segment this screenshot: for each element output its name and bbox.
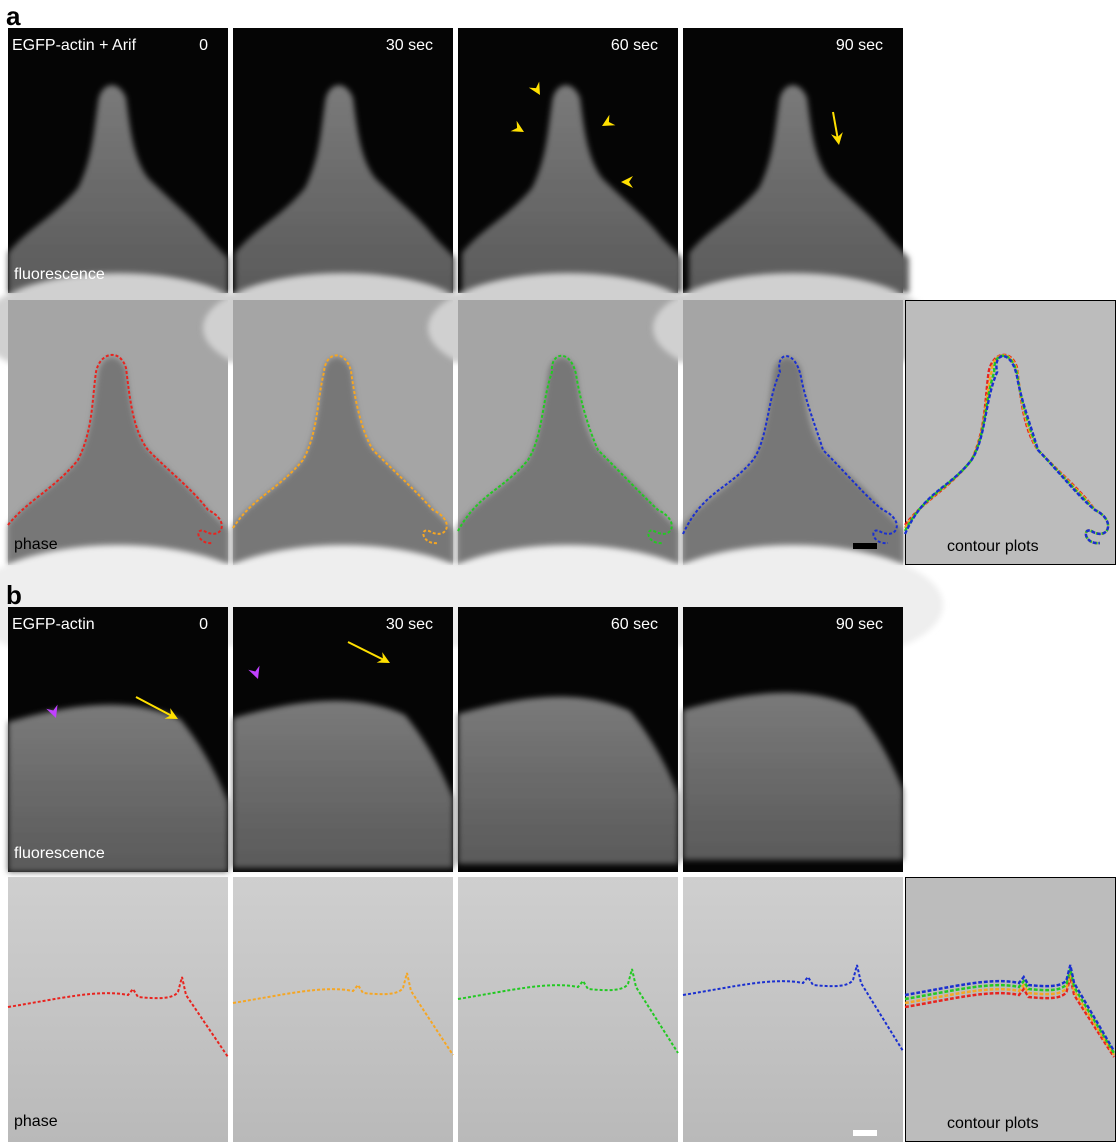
phase-image xyxy=(458,877,678,1142)
channel-label: phase xyxy=(14,536,58,553)
figure: a 0 EGFP-actin + Arif fluorescence phase 30 s… xyxy=(0,0,1116,1142)
time-label: 90 sec xyxy=(836,37,883,54)
time-label: 60 sec xyxy=(611,37,658,54)
plot-background xyxy=(906,301,1116,565)
condition-label: EGFP-actin + Arif xyxy=(12,37,137,54)
contour-plot: contour plots xyxy=(905,301,1116,565)
image-background xyxy=(683,877,903,1142)
plot-label: contour plots xyxy=(947,538,1039,555)
time-label: 60 sec xyxy=(611,616,658,633)
channel-label: phase xyxy=(14,1113,58,1130)
fluorescence-image: 60 sec xyxy=(458,607,678,872)
time-label: 30 sec xyxy=(386,616,433,633)
scale-bar xyxy=(853,1130,877,1136)
time-label: 90 sec xyxy=(836,616,883,633)
time-label: 30 sec xyxy=(386,37,433,54)
contour-plot: contour plots xyxy=(905,878,1116,1142)
phase-image: phase xyxy=(8,877,228,1142)
fluorescence-image: 30 sec xyxy=(233,607,453,872)
phase-image xyxy=(233,877,453,1142)
phase-image xyxy=(683,877,903,1142)
panel-label: b xyxy=(6,580,22,610)
channel-label: fluorescence xyxy=(14,266,105,283)
channel-label: fluorescence xyxy=(14,845,105,862)
image-background xyxy=(233,877,453,1142)
time-label: 0 xyxy=(199,616,208,633)
fluorescence-image: 0 EGFP-actin fluorescence xyxy=(8,607,228,872)
scale-bar xyxy=(853,543,877,549)
time-label: 0 xyxy=(199,37,208,54)
image-background xyxy=(458,877,678,1142)
panel-label: a xyxy=(6,1,21,31)
fluorescence-image: 90 sec xyxy=(683,607,903,872)
plot-label: contour plots xyxy=(947,1115,1039,1132)
condition-label: EGFP-actin xyxy=(12,616,95,633)
